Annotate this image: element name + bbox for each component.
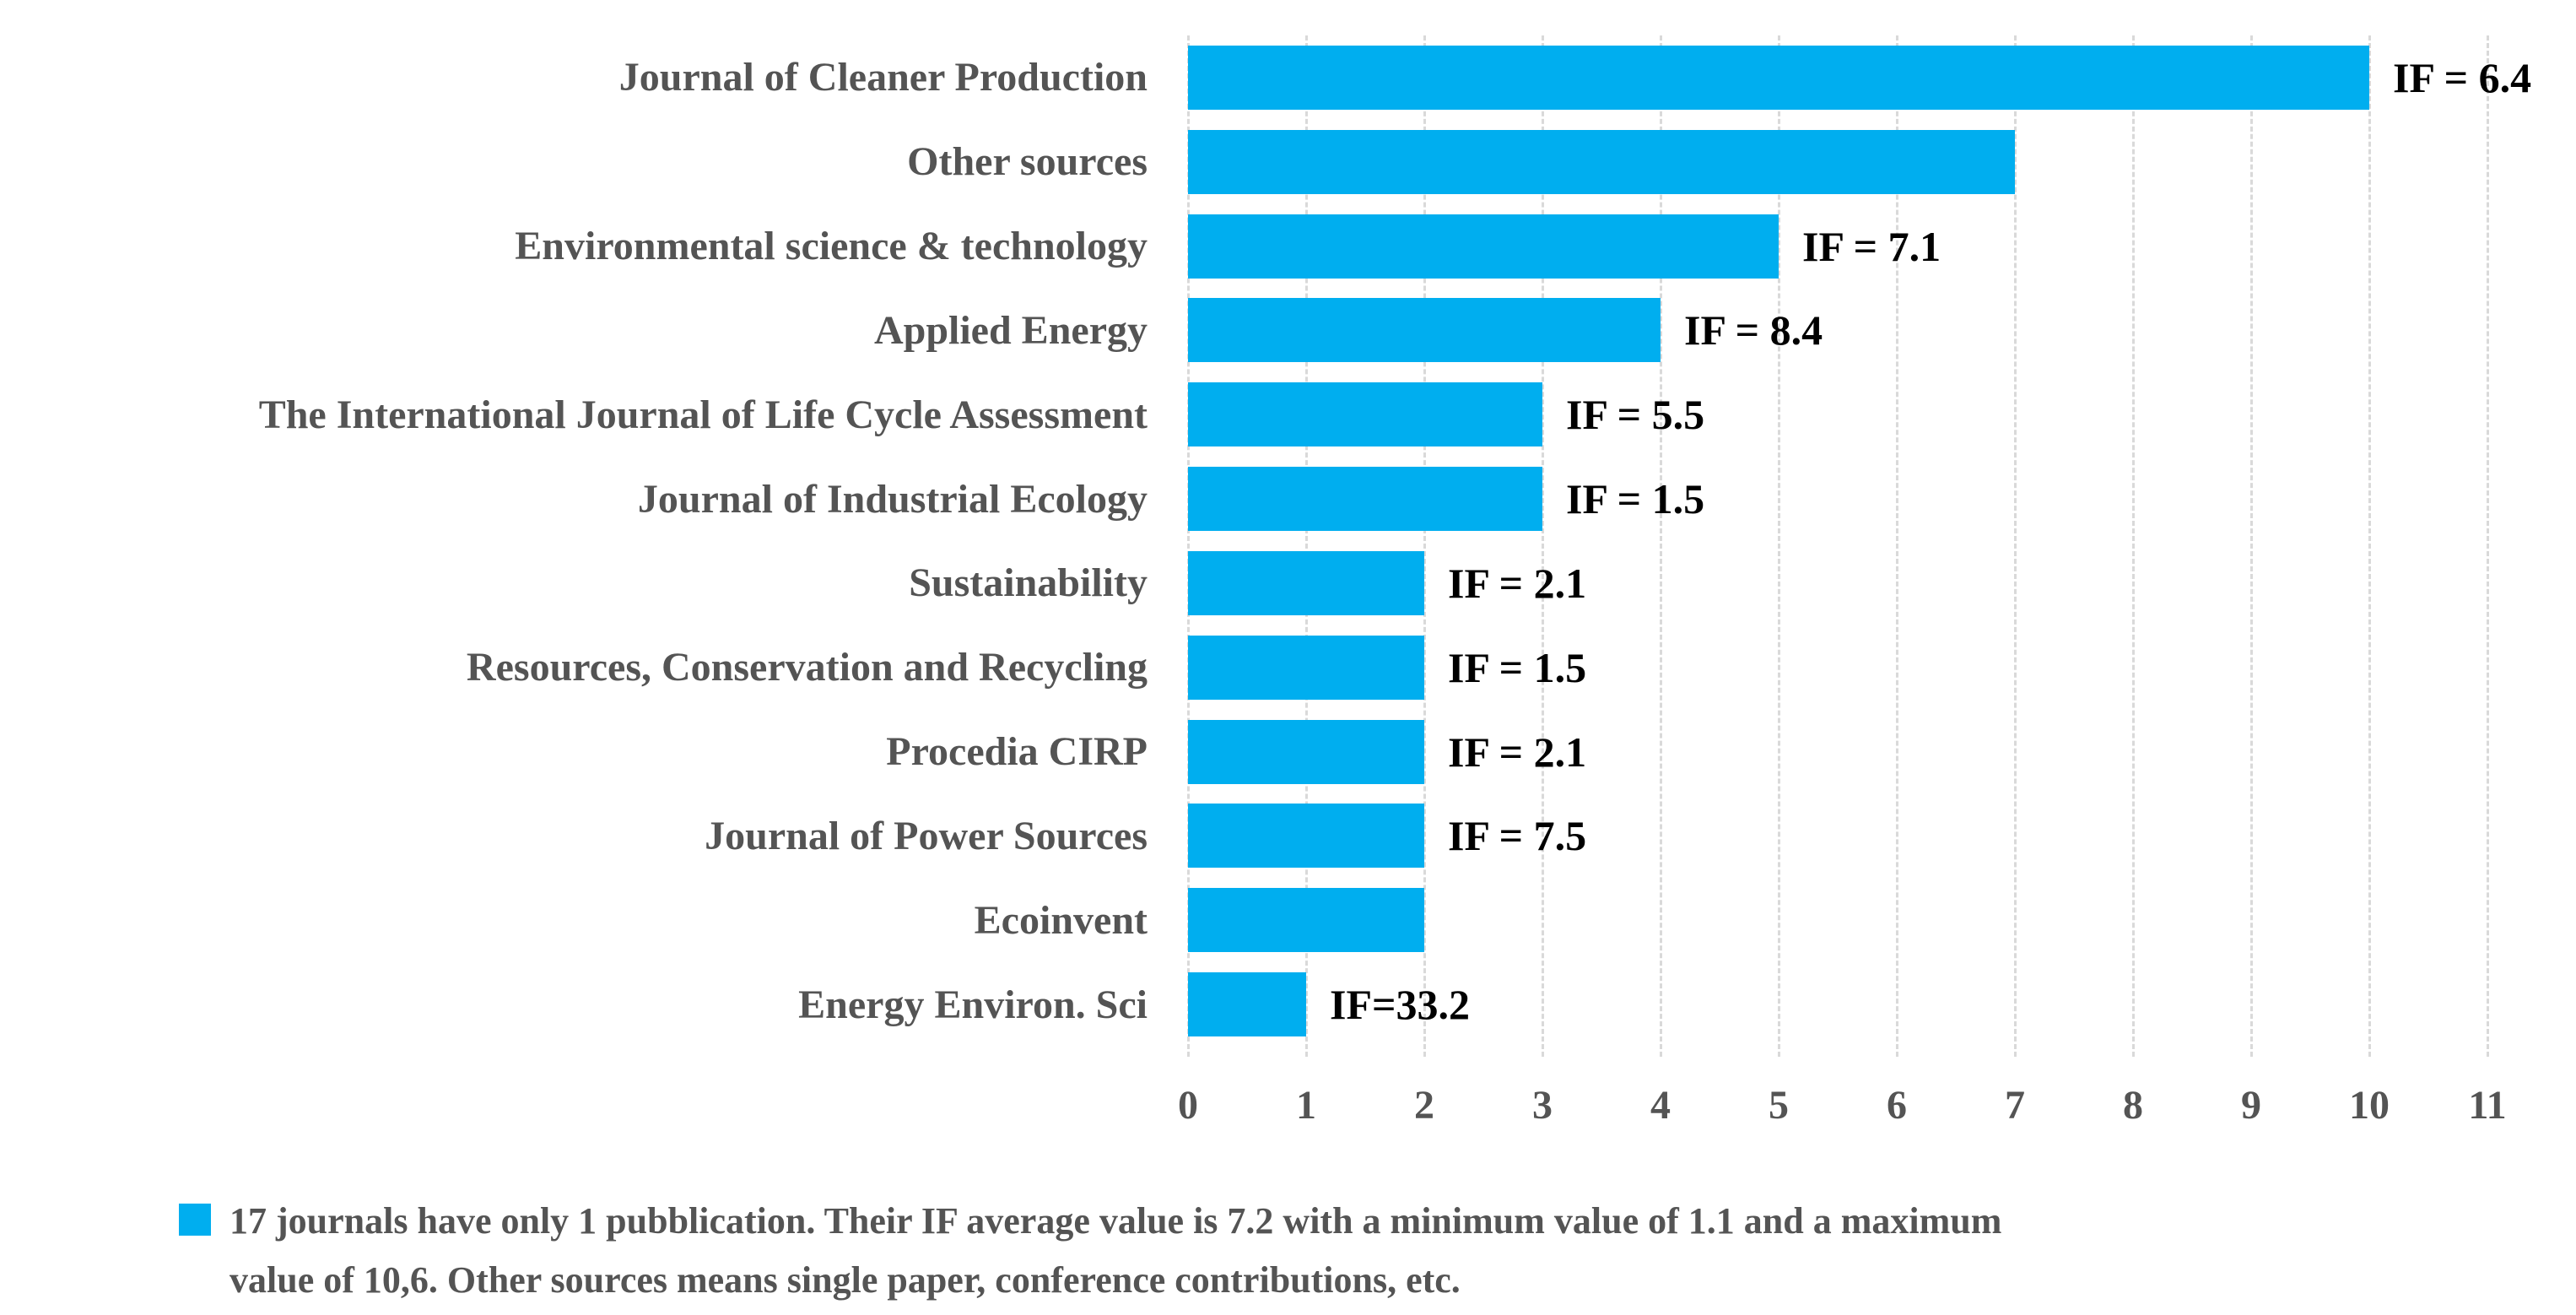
legend-swatch	[179, 1204, 211, 1236]
bar-value-label: IF = 5.5	[1566, 391, 1705, 439]
legend-text: 17 journals have only 1 pubblication. Th…	[230, 1192, 2001, 1311]
bar	[1188, 719, 1424, 784]
bar	[1188, 382, 1542, 447]
category-label: Journal of Cleaner Production	[618, 55, 1148, 100]
x-tick-label: 4	[1650, 1083, 1671, 1128]
gridline	[1896, 35, 1898, 1057]
bar-value-label: IF = 7.5	[1448, 812, 1587, 860]
x-axis: 0 1 2 3 4 5 6 7 8 9 10 11	[1178, 1082, 2507, 1141]
x-tick-label: 10	[2349, 1083, 2390, 1128]
plot-area: IF = 6.4 IF = 7.1 IF = 8.4 IF = 5.5 IF = 1.5…	[1187, 35, 2531, 1057]
bar	[1188, 129, 2015, 194]
x-tick-label: 9	[2241, 1083, 2261, 1128]
gridline	[2132, 35, 2135, 1057]
x-tick-label: 6	[1887, 1083, 1907, 1128]
bar-value-label: IF = 8.4	[1684, 306, 1823, 354]
bar-value-label: IF = 7.1	[1802, 222, 1941, 270]
gridline	[2250, 35, 2253, 1057]
x-tick-label: 7	[2005, 1083, 2025, 1128]
category-label: Applied Energy	[873, 307, 1148, 353]
category-label: Journal of Power Sources	[705, 813, 1148, 858]
gridline	[1778, 35, 1780, 1057]
legend-text-line: 17 journals have only 1 pubblication. Th…	[230, 1200, 2002, 1242]
bar-value-label: IF = 1.5	[1448, 643, 1587, 691]
gridline	[1542, 35, 1544, 1057]
x-tick-label: 2	[1414, 1083, 1434, 1128]
x-tick-label: 5	[1769, 1083, 1789, 1128]
category-label: Procedia CIRP	[886, 729, 1148, 775]
bar-value-label: IF = 2.1	[1448, 728, 1587, 776]
bar	[1188, 888, 1424, 953]
x-tick-label: 0	[1178, 1083, 1198, 1128]
gridline	[2487, 35, 2489, 1057]
bar-value-label: IF = 1.5	[1566, 475, 1705, 523]
bar-value-label: IF = 6.4	[2393, 53, 2532, 101]
legend: 17 journals have only 1 pubblication. Th…	[179, 1192, 2001, 1311]
category-label: Environmental science & technology	[515, 224, 1148, 269]
category-label: The International Journal of Life Cycle …	[258, 392, 1148, 437]
category-label: Other sources	[907, 139, 1148, 185]
gridline	[2368, 35, 2371, 1057]
bar	[1188, 45, 2369, 110]
bar	[1188, 550, 1424, 615]
bar	[1188, 804, 1424, 869]
x-tick-label: 3	[1532, 1083, 1553, 1128]
bar-value-label: IF = 2.1	[1448, 559, 1587, 607]
legend-text-line: value of 10,6. Other sources means singl…	[230, 1259, 1461, 1301]
bar	[1188, 214, 1779, 279]
category-label: Resources, Conservation and Recycling	[466, 645, 1148, 690]
bar-value-label: IF=33.2	[1330, 981, 1470, 1029]
x-tick-label: 1	[1296, 1083, 1316, 1128]
category-label: Ecoinvent	[974, 897, 1148, 943]
bar	[1188, 298, 1661, 363]
gridline	[1423, 35, 1426, 1057]
category-label: Energy Environ. Sci	[798, 982, 1148, 1027]
bar	[1188, 972, 1306, 1037]
y-axis-line	[1187, 35, 1190, 1057]
category-label: Sustainability	[909, 560, 1148, 606]
x-tick-label: 8	[2123, 1083, 2143, 1128]
gridline	[2014, 35, 2017, 1057]
bar	[1188, 635, 1424, 700]
gridline	[1660, 35, 1662, 1057]
x-tick-label: 11	[2468, 1083, 2507, 1128]
category-label: Journal of Industrial Ecology	[637, 476, 1148, 522]
category-axis: Journal of Cleaner Production Other sourc…	[0, 35, 1148, 1047]
bar	[1188, 467, 1542, 532]
gridline	[1305, 35, 1308, 1057]
